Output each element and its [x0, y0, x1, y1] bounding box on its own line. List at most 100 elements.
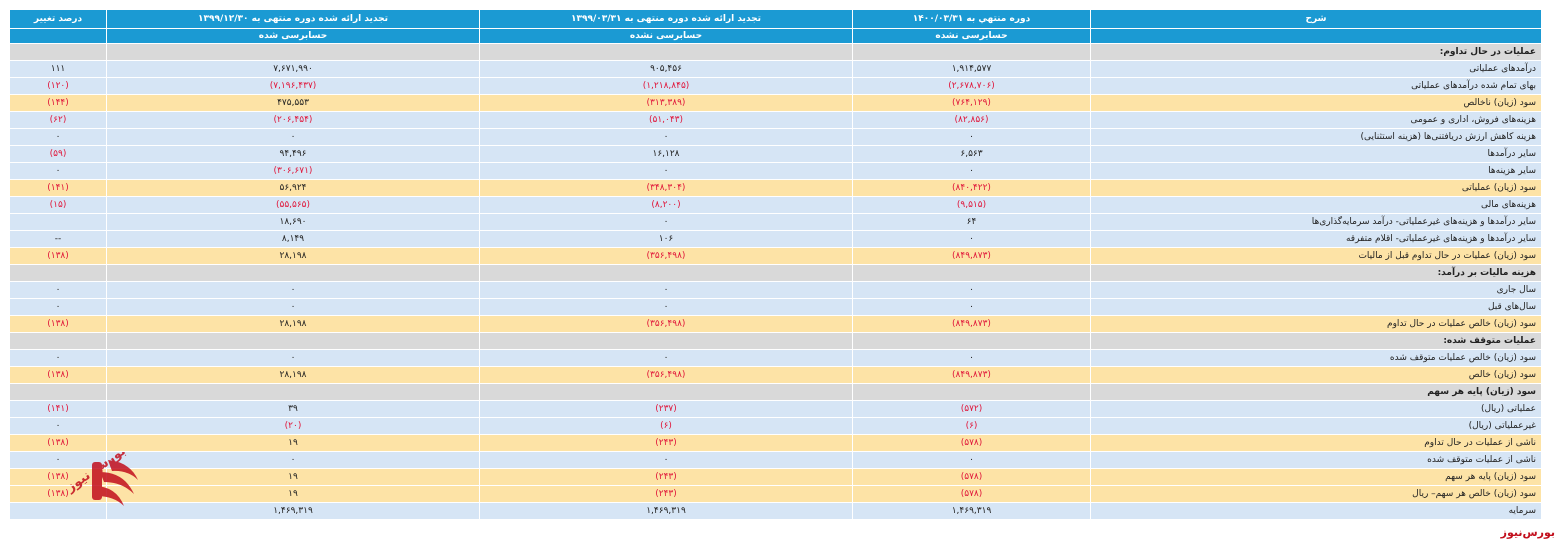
section-empty-cell [9, 383, 107, 401]
value-change: ۰ [9, 298, 107, 316]
value-1399-y: ۰ [106, 298, 480, 316]
value-1399-y: (۵۵,۵۶۵) [106, 196, 480, 214]
row-label: سایر درآمدها و هزینه‌های غیرعملیاتی- اقل… [1090, 230, 1542, 248]
value-1400: (۸۲,۸۵۶) [852, 111, 1091, 129]
value-change: ۰ [9, 162, 107, 180]
value-1399-q: ۱,۴۶۹,۳۱۹ [479, 502, 853, 520]
table-row: سود (زیان) خالص عملیات متوقف شده ۰ ۰ ۰ ۰ [9, 349, 1542, 367]
table-row: غیرعملیاتی (ریال) (۶) (۶) (۲۰) ۰ [9, 417, 1542, 435]
section-row: عملیات متوقف شده: [9, 332, 1542, 350]
section-empty-cell [106, 383, 480, 401]
value-1400: (۵۷۸) [852, 468, 1091, 486]
value-1399-q: ۰ [479, 128, 853, 146]
value-1400: (۷۶۴,۱۲۹) [852, 94, 1091, 112]
value-1399-y: ۷,۶۷۱,۹۹۰ [106, 60, 480, 78]
value-1399-q: (۳۵۶,۴۹۸) [479, 247, 853, 265]
section-empty-cell [479, 43, 853, 61]
table-row: سود (زیان) خالص هر سهم– ریال (۵۷۸) (۲۴۳) ۱۹… [9, 485, 1542, 503]
value-1400: ۰ [852, 128, 1091, 146]
value-1399-q: ۰ [479, 298, 853, 316]
value-1399-q: ۰ [479, 349, 853, 367]
section-empty-cell [479, 264, 853, 282]
value-1400: ۰ [852, 349, 1091, 367]
value-change: (۱۴۱) [9, 400, 107, 418]
value-1399-y: ۱۹ [106, 434, 480, 452]
value-1399-y: (۳۰۶,۶۷۱) [106, 162, 480, 180]
value-1400: (۸۴۹,۸۷۳) [852, 247, 1091, 265]
header-row: شرح دوره منتهي به ۱۴۰۰/۰۳/۳۱ تجدید ارائه… [9, 9, 1542, 29]
value-1399-q: (۱,۲۱۸,۸۴۵) [479, 77, 853, 95]
table-row: سود (زیان) ناخالص (۷۶۴,۱۲۹) (۳۱۳,۳۸۹) ۴۷۵,۵… [9, 94, 1542, 112]
row-label: سود (زیان) ناخالص [1090, 94, 1542, 112]
value-1399-q: ۱۶,۱۲۸ [479, 145, 853, 163]
table-row: سود (زیان) عملیاتی (۸۴۰,۴۲۲) (۳۴۸,۳۰۴) ۵۶,۹… [9, 179, 1542, 197]
section-title: هزینه مالیات بر درآمد: [1090, 264, 1542, 282]
value-1399-q: (۸,۲۰۰) [479, 196, 853, 214]
value-change: (۱۳۸) [9, 315, 107, 333]
value-1399-q: ۰ [479, 213, 853, 231]
value-1400: (۵۷۸) [852, 434, 1091, 452]
value-change: (۱۳۸) [9, 434, 107, 452]
table-row: سال جاری ۰ ۰ ۰ ۰ [9, 281, 1542, 299]
table-row: هزینه‌های فروش، اداری و عمومی (۸۲,۸۵۶) (۵۱… [9, 111, 1542, 129]
subheader-empty-change [9, 28, 107, 44]
value-1400: (۸۴۹,۸۷۳) [852, 315, 1091, 333]
value-1399-y: (۲۰) [106, 417, 480, 435]
value-1400: (۲,۶۷۸,۷۰۶) [852, 77, 1091, 95]
value-1400: ۶۴ [852, 213, 1091, 231]
value-1399-y: (۲۰۶,۴۵۴) [106, 111, 480, 129]
value-1399-y: ۱۹ [106, 485, 480, 503]
section-title: عملیات در حال تداوم: [1090, 43, 1542, 61]
row-label: بهای تمام شده درآمدهای عملیاتی [1090, 77, 1542, 95]
value-1399-y: ۰ [106, 128, 480, 146]
row-label: ناشی از عملیات متوقف شده [1090, 451, 1542, 469]
section-row: سود (زیان) پایه هر سهم [9, 383, 1542, 401]
value-change: (۱۴۱) [9, 179, 107, 197]
section-empty-cell [852, 264, 1091, 282]
value-1400: (۹,۵۱۵) [852, 196, 1091, 214]
value-1400: (۶) [852, 417, 1091, 435]
value-1399-q: (۳۵۶,۴۹۸) [479, 315, 853, 333]
section-empty-cell [852, 383, 1091, 401]
value-1399-q: (۲۳۷) [479, 400, 853, 418]
value-change: (۱۴۴) [9, 94, 107, 112]
value-1400: ۰ [852, 451, 1091, 469]
table-row: ناشی از عملیات متوقف شده ۰ ۰ ۰ ۰ [9, 451, 1542, 469]
subheader-audit-3: حسابرسی شده [106, 28, 480, 44]
value-1400: ۱,۴۶۹,۳۱۹ [852, 502, 1091, 520]
value-1399-q: (۲۴۳) [479, 468, 853, 486]
value-1399-y: ۱۸,۶۹۰ [106, 213, 480, 231]
value-1399-y: ۸,۱۴۹ [106, 230, 480, 248]
row-label: هزینه‌های فروش، اداری و عمومی [1090, 111, 1542, 129]
value-1399-q: ۰ [479, 281, 853, 299]
value-1400: (۵۷۸) [852, 485, 1091, 503]
header-period-1400: دوره منتهي به ۱۴۰۰/۰۳/۳۱ [852, 9, 1091, 29]
value-change: ۰ [9, 417, 107, 435]
value-1400: (۵۷۲) [852, 400, 1091, 418]
section-title: عملیات متوقف شده: [1090, 332, 1542, 350]
value-1399-q: ۹۰۵,۴۵۶ [479, 60, 853, 78]
section-empty-cell [852, 43, 1091, 61]
value-change: ۰ [9, 281, 107, 299]
value-1399-q: (۶) [479, 417, 853, 435]
section-empty-cell [852, 332, 1091, 350]
boursenews-watermark: بورس‌نیوز [1500, 526, 1555, 539]
section-title: سود (زیان) پایه هر سهم [1090, 383, 1542, 401]
section-row: هزینه مالیات بر درآمد: [9, 264, 1542, 282]
value-1400: (۸۴۹,۸۷۳) [852, 366, 1091, 384]
table-row: درآمدهای عملیاتی ۱,۹۱۴,۵۷۷ ۹۰۵,۴۵۶ ۷,۶۷۱,۹۹… [9, 60, 1542, 78]
value-change [9, 502, 107, 520]
row-label: سود (زیان) خالص [1090, 366, 1542, 384]
row-label: سود (زیان) خالص هر سهم– ریال [1090, 485, 1542, 503]
value-1399-y: ۳۹ [106, 400, 480, 418]
table-row: سرمایه ۱,۴۶۹,۳۱۹ ۱,۴۶۹,۳۱۹ ۱,۴۶۹,۳۱۹ [9, 502, 1542, 520]
row-label: عملیاتی (ریال) [1090, 400, 1542, 418]
value-1400: ۰ [852, 162, 1091, 180]
row-label: سود (زیان) عملیات در حال تداوم قبل از ما… [1090, 247, 1542, 265]
row-label: سود (زیان) عملیاتی [1090, 179, 1542, 197]
row-label: سایر درآمدها و هزینه‌های غیرعملیاتی- درآ… [1090, 213, 1542, 231]
header-period-1399-y: تجدید ارائه شده دوره منتهی به ۱۳۹۹/۱۲/۳۰ [106, 9, 480, 29]
value-1399-q: (۳۴۸,۳۰۴) [479, 179, 853, 197]
value-1399-y: ۲۸,۱۹۸ [106, 247, 480, 265]
row-label: سود (زیان) پایه هر سهم [1090, 468, 1542, 486]
